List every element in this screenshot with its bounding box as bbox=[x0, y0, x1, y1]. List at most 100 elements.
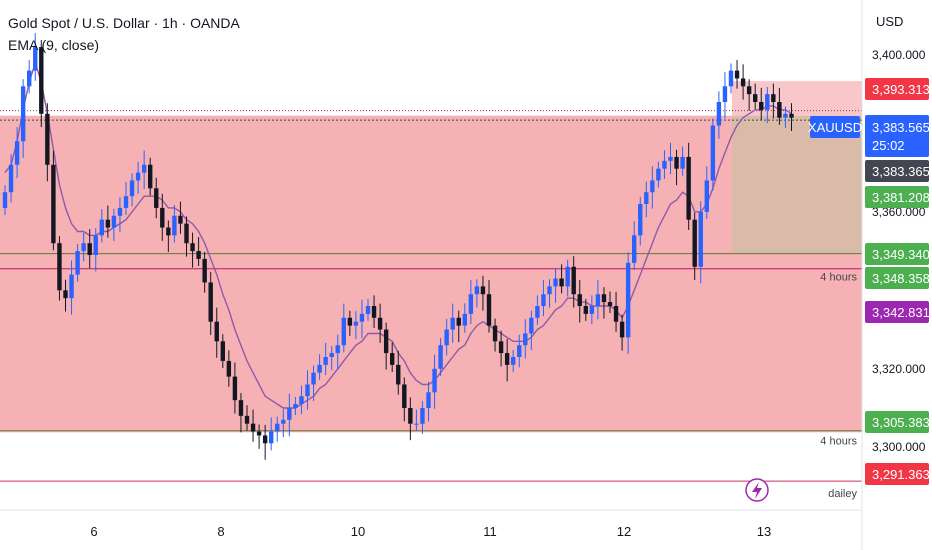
ema-legend[interactable]: EMA (9, close) bbox=[8, 37, 100, 53]
candle-body bbox=[377, 317, 383, 330]
price-label-text: 3,305.383 bbox=[872, 415, 930, 430]
x-tick-label: 13 bbox=[757, 524, 771, 539]
level-label: 4 hours bbox=[820, 272, 857, 284]
candle-body bbox=[87, 243, 92, 255]
candle-body bbox=[583, 306, 588, 314]
price-label-purple bbox=[865, 301, 929, 323]
candle-body bbox=[184, 223, 189, 244]
candle-body bbox=[517, 345, 522, 357]
candle-body bbox=[716, 102, 722, 126]
candle-body bbox=[462, 313, 467, 326]
candle-body bbox=[57, 243, 62, 291]
price-label-text: 3,381.208 bbox=[872, 190, 930, 205]
chart-header: Gold Spot / U.S. Dollar · 1h · OANDA EMA… bbox=[8, 14, 240, 54]
candle-body bbox=[638, 204, 643, 236]
candle-body bbox=[559, 278, 564, 287]
candle-body bbox=[256, 431, 262, 436]
price-label-text: 3,348.358 bbox=[872, 271, 930, 286]
candle-body bbox=[281, 419, 286, 424]
candle-body bbox=[662, 160, 667, 169]
candle-body bbox=[275, 423, 280, 432]
price-label-text: 3,291.363 bbox=[872, 467, 930, 482]
candle-body bbox=[777, 102, 782, 118]
candle-body bbox=[111, 215, 117, 228]
price-label-text: 3,393.313 bbox=[872, 82, 930, 97]
candle-body bbox=[619, 321, 625, 338]
candle-body bbox=[148, 164, 153, 189]
price-label-red bbox=[865, 463, 929, 485]
candle-body bbox=[51, 164, 56, 244]
candle-body bbox=[595, 294, 601, 306]
candle-body bbox=[680, 156, 685, 169]
candle-body bbox=[93, 235, 98, 255]
candle-body bbox=[789, 113, 794, 118]
candle-body bbox=[383, 329, 389, 354]
candle-body bbox=[196, 251, 201, 259]
candle-body bbox=[8, 164, 14, 193]
y-tick-label: 3,360.000 bbox=[872, 205, 926, 219]
candle-body bbox=[753, 94, 758, 102]
price-label-text: 3,342.831 bbox=[872, 305, 930, 320]
candle-body bbox=[577, 294, 582, 306]
price-label-text: 3,383.365 bbox=[872, 164, 930, 179]
symbol-badge[interactable] bbox=[810, 116, 860, 138]
candle-body bbox=[305, 384, 310, 397]
candle-body bbox=[504, 353, 510, 365]
candle-body bbox=[589, 306, 595, 314]
candle-body bbox=[444, 329, 449, 346]
candle-body bbox=[734, 70, 740, 79]
candle-body bbox=[208, 282, 213, 322]
candle-body bbox=[674, 156, 679, 169]
target-zone bbox=[732, 115, 862, 254]
symbol-text: XAUUSD bbox=[808, 120, 862, 135]
candle-body bbox=[347, 317, 353, 326]
candle-body bbox=[759, 102, 764, 110]
candle-body bbox=[686, 156, 691, 220]
candle-body bbox=[129, 180, 135, 197]
candle-body bbox=[474, 286, 480, 295]
candle-body bbox=[408, 408, 413, 424]
candle-body bbox=[335, 345, 340, 354]
candle-body bbox=[365, 306, 371, 314]
candle-body bbox=[293, 404, 298, 408]
countdown-text: 25:02 bbox=[872, 138, 905, 153]
candle-body bbox=[45, 113, 50, 165]
candle-body bbox=[529, 317, 534, 334]
candle-body bbox=[650, 180, 655, 193]
candle-body bbox=[99, 219, 104, 236]
candle-body bbox=[299, 396, 304, 405]
candle-body bbox=[656, 168, 661, 181]
candle-body bbox=[160, 207, 165, 228]
candle-body bbox=[353, 321, 359, 326]
candle-body bbox=[14, 141, 20, 165]
candle-body bbox=[438, 345, 443, 369]
chart-title: Gold Spot / U.S. Dollar · 1h · OANDA bbox=[8, 15, 240, 31]
candle-body bbox=[783, 113, 788, 118]
candle-body bbox=[190, 243, 195, 252]
candle-body bbox=[172, 215, 177, 236]
price-label-red bbox=[865, 78, 929, 100]
candle-body bbox=[390, 353, 395, 365]
candle-body bbox=[432, 368, 437, 393]
candle-body bbox=[371, 306, 377, 318]
candle-body bbox=[81, 243, 86, 252]
candle-body bbox=[402, 384, 407, 408]
candle-body bbox=[141, 164, 147, 173]
candle-body bbox=[226, 360, 232, 377]
candle-body bbox=[269, 431, 274, 444]
candle-body bbox=[238, 400, 244, 416]
last-price-label bbox=[865, 115, 929, 157]
x-tick-label: 8 bbox=[217, 524, 224, 539]
stop-zone bbox=[732, 81, 862, 116]
candle-body bbox=[117, 207, 123, 216]
price-label-green bbox=[865, 411, 929, 433]
candle-body bbox=[632, 235, 637, 263]
candle-body bbox=[359, 313, 365, 322]
candle-body bbox=[565, 266, 570, 287]
candle-body bbox=[547, 286, 552, 295]
candle-body bbox=[135, 172, 141, 181]
candle-body bbox=[39, 47, 44, 114]
currency-label[interactable]: USD bbox=[876, 14, 904, 29]
candle-body bbox=[414, 423, 419, 425]
